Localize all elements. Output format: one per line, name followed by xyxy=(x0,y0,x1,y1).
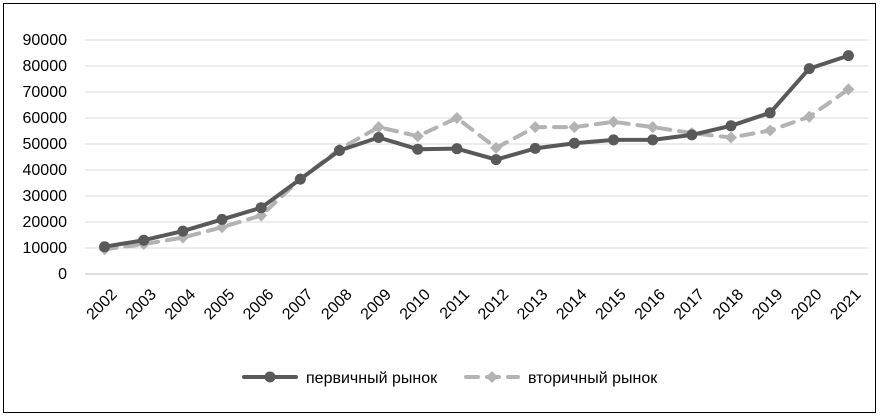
legend: первичный рынок вторичный рынок xyxy=(242,370,658,387)
data-point xyxy=(725,120,737,132)
x-tick-label: 2020 xyxy=(788,286,825,323)
series-group xyxy=(98,50,855,256)
x-tick-label: 2021 xyxy=(827,286,864,323)
data-point xyxy=(294,173,306,185)
legend-marker xyxy=(486,371,498,383)
data-point xyxy=(373,132,385,143)
data-point xyxy=(490,154,502,166)
y-tick-label: 20000 xyxy=(23,214,68,231)
data-point xyxy=(138,234,150,246)
x-tick-label: 2019 xyxy=(749,286,786,323)
data-point xyxy=(372,121,385,134)
x-tick-label: 2012 xyxy=(475,286,512,323)
data-point xyxy=(529,121,542,134)
data-point xyxy=(646,121,659,134)
x-tick-label: 2013 xyxy=(514,286,551,323)
y-tick-label: 90000 xyxy=(23,32,68,49)
data-point xyxy=(411,130,424,143)
y-tick-label: 0 xyxy=(58,266,67,283)
data-point xyxy=(764,124,777,137)
data-point xyxy=(255,202,267,214)
data-point xyxy=(99,241,111,253)
data-point xyxy=(607,115,620,128)
data-point xyxy=(216,221,229,234)
x-tick-label: 2010 xyxy=(397,286,434,323)
x-tick-label: 2005 xyxy=(201,286,238,323)
data-point xyxy=(803,110,816,123)
data-point xyxy=(177,225,189,237)
series-2 xyxy=(98,83,855,256)
legend-item-1: первичный рынок xyxy=(242,370,438,387)
x-tick-label: 2017 xyxy=(671,286,708,323)
data-point xyxy=(764,107,776,119)
x-axis-ticks: 2002 2003 2004 2005 2006 2007 2008 2009 2010 2011… xyxy=(84,286,865,323)
chart-frame xyxy=(3,3,876,413)
x-tick-label: 2009 xyxy=(358,286,395,323)
data-point xyxy=(724,131,737,144)
x-tick-label: 2002 xyxy=(84,286,121,323)
x-tick-label: 2006 xyxy=(240,286,277,323)
legend-label: вторичный рынок xyxy=(528,370,658,387)
legend-item-2: вторичный рынок xyxy=(464,370,658,387)
data-point xyxy=(686,129,698,141)
data-point xyxy=(451,143,463,155)
series-1 xyxy=(99,50,854,253)
x-tick-label: 2018 xyxy=(710,286,747,323)
x-tick-label: 2007 xyxy=(279,286,316,323)
data-point xyxy=(608,134,620,146)
data-point xyxy=(803,63,815,75)
y-tick-label: 70000 xyxy=(23,84,68,101)
data-point xyxy=(255,209,268,222)
data-point xyxy=(490,141,503,154)
data-point xyxy=(568,121,581,134)
data-point xyxy=(647,134,659,146)
y-axis-ticks: 0 10000 20000 30000 40000 50000 60000 70000 8000… xyxy=(23,32,68,283)
x-tick-label: 2016 xyxy=(632,286,669,323)
x-tick-label: 2015 xyxy=(593,286,630,323)
data-point xyxy=(568,137,580,149)
y-tick-label: 50000 xyxy=(23,136,68,153)
gridlines xyxy=(85,39,868,249)
y-tick-label: 60000 xyxy=(23,110,68,127)
data-point xyxy=(529,142,541,154)
series-line xyxy=(102,87,851,252)
data-point xyxy=(450,112,463,124)
x-tick-label: 2008 xyxy=(318,286,355,323)
x-tick-label: 2014 xyxy=(553,286,590,323)
data-point xyxy=(216,213,228,225)
y-tick-label: 80000 xyxy=(23,58,68,75)
x-tick-label: 2003 xyxy=(123,286,160,323)
series-line xyxy=(102,53,851,249)
x-tick-label: 2004 xyxy=(162,286,199,323)
data-point xyxy=(412,143,424,155)
y-tick-label: 40000 xyxy=(23,162,68,179)
legend-label: первичный рынок xyxy=(306,370,438,387)
y-tick-label: 30000 xyxy=(23,188,68,205)
data-point xyxy=(842,50,854,62)
y-tick-label: 10000 xyxy=(23,240,68,257)
x-tick-label: 2011 xyxy=(437,286,473,322)
data-point xyxy=(333,145,345,156)
legend-marker xyxy=(264,371,276,383)
data-point xyxy=(842,83,855,96)
